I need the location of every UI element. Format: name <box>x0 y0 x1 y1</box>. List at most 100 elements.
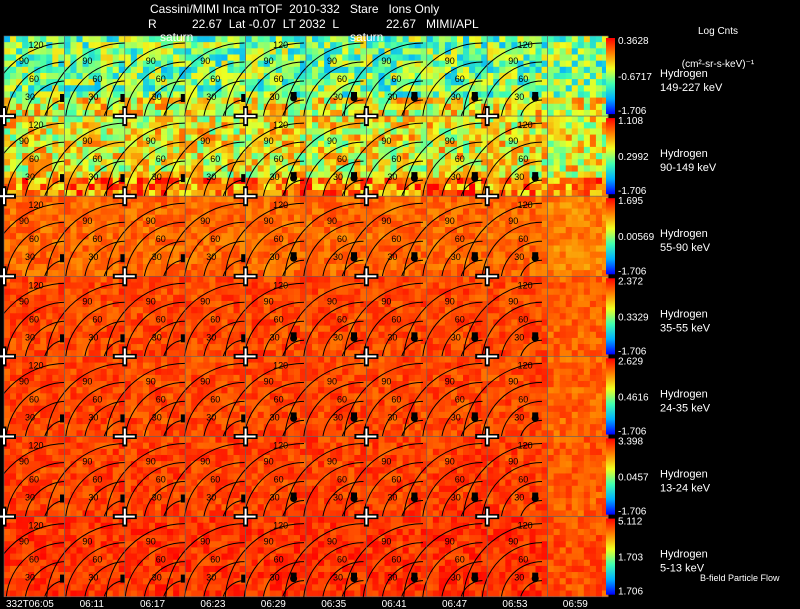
heatmap-cell <box>529 72 536 80</box>
heatmap-cell <box>191 263 198 271</box>
heatmap-cell <box>245 165 253 172</box>
energy-row-149-227 keV: 3060901203060903060903060903060901203060… <box>0 35 609 123</box>
heatmap-cell <box>112 337 120 345</box>
heatmap-cell <box>299 251 307 259</box>
heatmap-cell <box>124 72 132 80</box>
heatmap-cell <box>269 344 277 351</box>
heatmap-cell <box>426 177 434 185</box>
heatmap-cell <box>505 66 512 74</box>
heatmap-cell <box>475 214 482 222</box>
heatmap-cell <box>299 116 307 123</box>
heatmap-cell <box>185 227 192 234</box>
heatmap-cell <box>318 282 325 290</box>
heatmap-cell <box>124 202 132 209</box>
heatmap-cell <box>523 72 530 80</box>
heatmap-cell <box>58 42 65 49</box>
heatmap-cell <box>287 350 295 357</box>
contour-label: 90 <box>200 296 210 306</box>
heatmap-cell <box>233 171 240 179</box>
heatmap-cell <box>523 109 530 117</box>
heatmap-cell <box>100 239 108 246</box>
heatmap-cell <box>40 307 47 314</box>
heatmap-cell <box>142 300 150 308</box>
heatmap-cell <box>511 153 518 160</box>
heatmap-cell <box>589 159 597 166</box>
heatmap-cell <box>106 72 114 80</box>
heatmap-cell <box>239 300 246 308</box>
heatmap-cell <box>227 190 234 197</box>
heatmap-cell <box>541 177 548 185</box>
heatmap-cell <box>245 159 253 166</box>
heatmap-cell <box>559 245 567 253</box>
heatmap-cell <box>348 54 355 62</box>
heatmap-cell <box>457 159 464 166</box>
heatmap-cell <box>360 319 367 326</box>
heatmap-cell <box>293 282 301 290</box>
heatmap-cell <box>263 270 271 277</box>
heatmap-cell <box>197 196 204 203</box>
heatmap-cell <box>281 54 289 62</box>
heatmap-cell <box>34 227 41 234</box>
heatmap-cell <box>378 177 385 185</box>
heatmap-cell <box>28 146 35 154</box>
heatmap-cell <box>40 202 47 209</box>
heatmap-cell <box>457 239 464 246</box>
heatmap-cell <box>130 313 138 320</box>
heatmap-cell <box>595 202 603 209</box>
heatmap-cell <box>203 307 210 314</box>
heatmap-cell <box>148 276 156 283</box>
heatmap-cell <box>197 140 204 148</box>
heatmap-cell <box>493 190 500 197</box>
heatmap-cell <box>257 159 265 166</box>
heatmap-cell <box>46 307 53 314</box>
heatmap-cell <box>287 140 295 148</box>
heatmap-cell <box>565 97 573 105</box>
heatmap-cell <box>4 134 11 142</box>
heatmap-cell <box>148 288 156 296</box>
heatmap-cell <box>179 202 186 209</box>
contour-line <box>105 202 186 283</box>
heatmap-cell <box>547 66 555 74</box>
heatmap-cell <box>269 97 277 105</box>
heatmap-cell <box>148 350 156 357</box>
heatmap-cell <box>293 288 301 296</box>
heatmap-cell <box>203 294 210 302</box>
heatmap-cell <box>475 91 482 98</box>
heatmap-cell <box>583 128 591 135</box>
heatmap-cell <box>257 48 265 55</box>
heatmap-cell <box>420 159 428 166</box>
contour-line <box>203 160 245 203</box>
heatmap-cell <box>179 36 186 43</box>
heatmap-cell <box>420 128 428 135</box>
heatmap-cell <box>22 227 29 234</box>
heatmap-cell <box>112 208 120 216</box>
heatmap-cell <box>10 288 17 296</box>
heatmap-cell <box>46 214 53 222</box>
heatmap-cell <box>106 97 114 105</box>
heatmap-cell <box>517 171 524 179</box>
heatmap-cell <box>233 233 240 240</box>
heatmap-cell <box>179 54 186 62</box>
heatmap-cell <box>215 60 222 68</box>
heatmap-cell <box>130 72 138 80</box>
heatmap-cell <box>251 220 259 228</box>
heatmap-cell <box>372 103 379 111</box>
heatmap-cell <box>64 208 71 216</box>
heatmap-cell <box>100 220 108 228</box>
heatmap-cell <box>547 42 555 49</box>
heatmap-cell <box>583 245 591 253</box>
heatmap-cell <box>420 233 428 240</box>
heatmap-cell <box>148 337 156 345</box>
heatmap-cell <box>475 196 482 203</box>
heatmap-cell <box>595 171 603 179</box>
heatmap-cell <box>64 140 71 148</box>
heatmap-cell <box>287 153 295 160</box>
heatmap-cell <box>76 109 83 117</box>
heatmap-cell <box>275 257 283 265</box>
heatmap-cell <box>130 227 138 234</box>
heatmap-cell <box>124 91 132 98</box>
heatmap-cell <box>167 42 174 49</box>
planet-marker-edge <box>180 174 186 183</box>
heatmap-cell <box>511 190 518 197</box>
heatmap-cell <box>10 54 17 62</box>
